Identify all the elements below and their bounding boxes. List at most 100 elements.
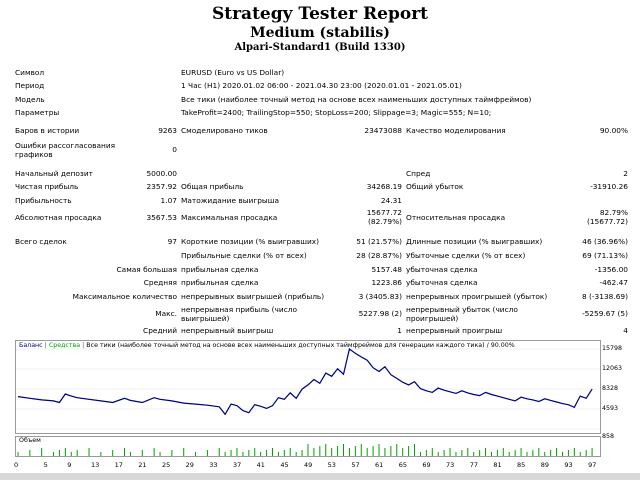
volume-bar <box>325 444 327 456</box>
volume-bar <box>372 446 374 456</box>
gross-profit-label: Общая прибыль <box>181 182 244 191</box>
volume-bar <box>260 452 262 456</box>
volume-bar <box>419 452 421 456</box>
loss-trades-label: Убыточные сделки (% от всех) <box>406 251 526 260</box>
volume-bar <box>366 448 368 456</box>
y-tick-label: 12063 <box>602 365 623 372</box>
volume-bar <box>295 452 297 456</box>
loss-trades-value: 69 (71.13%) <box>582 251 628 260</box>
volume-bar <box>41 448 43 456</box>
volume-bar <box>443 450 445 456</box>
volume-bar <box>514 450 516 456</box>
volume-bar <box>248 450 250 456</box>
x-tick-label: 61 <box>375 461 384 469</box>
x-tick-label: 81 <box>493 461 502 469</box>
x-tick-label: 17 <box>114 461 123 469</box>
volume-bar <box>348 448 350 456</box>
period-label: Период <box>15 81 45 90</box>
y-tick-label: 15798 <box>602 345 623 352</box>
deposit-value: 5000.00 <box>146 169 177 178</box>
legend-separator: | <box>44 342 47 349</box>
x-tick-label: 25 <box>161 461 171 469</box>
volume-bar <box>230 450 232 456</box>
volume-bar <box>479 450 481 456</box>
volume-bar <box>58 450 60 456</box>
model-label: Модель <box>15 95 45 104</box>
volume-bar <box>183 448 185 456</box>
x-tick-label: 69 <box>422 461 431 469</box>
y-tick-label: 858 <box>602 433 615 440</box>
volume-bar <box>70 452 72 456</box>
abs-drawdown-label: Абсолютная просадка <box>15 213 102 222</box>
volume-bar <box>402 448 404 456</box>
volume-bar <box>195 452 197 456</box>
volume-bar <box>242 452 244 456</box>
x-tick-label: 53 <box>327 461 336 469</box>
volume-bar <box>331 448 333 456</box>
volume-bar <box>508 452 510 456</box>
volume-bar <box>277 452 279 456</box>
max-count-label: Максимальное количество <box>72 292 177 301</box>
abs-drawdown-value: 3567.53 <box>146 213 177 222</box>
volume-bar <box>431 448 433 456</box>
bars-label: Баров в истории <box>15 126 80 135</box>
volume-bar <box>171 450 173 456</box>
volume-bar <box>408 446 410 456</box>
average-profit-label: прибыльная сделка <box>181 278 259 287</box>
volume-bar <box>206 450 208 456</box>
profit-factor-label: Прибыльность <box>15 196 72 205</box>
y-tick-label: 4593 <box>602 405 619 412</box>
legend-equity: Средства <box>48 342 81 349</box>
long-positions-value: 46 (36.96%) <box>582 237 628 246</box>
volume-bar <box>538 448 540 456</box>
equity-line <box>17 348 593 416</box>
report-subtitle: Medium (stabilis) <box>250 25 390 41</box>
volume-bar <box>378 444 380 456</box>
short-positions-value: 51 (21.57%) <box>356 237 402 246</box>
x-tick-label: 5 <box>43 461 48 469</box>
largest-label: Самая большая <box>116 265 178 274</box>
total-trades-value: 97 <box>167 237 177 246</box>
volume-bar <box>591 448 593 456</box>
net-profit-value: 2357.92 <box>146 182 177 191</box>
max-label: Макс. <box>155 309 177 318</box>
volume-bar <box>313 448 315 456</box>
volume-bar <box>343 444 345 456</box>
max-drawdown-label: Максимальная просадка <box>181 213 278 222</box>
legend-separator: | <box>82 342 85 349</box>
volume-bar <box>153 448 155 456</box>
avg-consec-label: Средний <box>143 326 177 335</box>
volume-bar <box>307 444 309 456</box>
max-consec-loss-label: непрерывный убыток (число проигрышей) <box>406 305 518 323</box>
balance-chart-plot <box>16 347 600 430</box>
x-tick-label: 45 <box>280 461 289 469</box>
x-tick-label: 21 <box>138 461 147 469</box>
volume-bar <box>544 452 546 456</box>
volume-bar <box>567 450 569 456</box>
volume-bar <box>354 446 356 456</box>
volume-bar <box>319 446 321 456</box>
volume-bar <box>532 450 534 456</box>
bars-value: 9263 <box>158 126 177 135</box>
x-tick-label: 89 <box>540 461 550 469</box>
x-tick-label: 93 <box>564 461 573 469</box>
legend-quality: 90.00% <box>490 342 515 349</box>
rel-drawdown-money: (15677.72) <box>586 217 628 226</box>
average-loss-value: -462.47 <box>599 278 628 287</box>
x-tick-label: 85 <box>517 461 526 469</box>
x-tick-label: 9 <box>67 461 72 469</box>
max-consec-loss-value: -5259.67 (5) <box>581 309 628 318</box>
x-tick-label: 77 <box>469 461 478 469</box>
volume-bar <box>289 448 291 456</box>
symbol-value: EURUSD (Euro vs US Dollar) <box>181 68 285 77</box>
avg-consec-losses-value: 4 <box>623 326 628 335</box>
largest-loss-value: -1356.00 <box>594 265 628 274</box>
volume-bar <box>64 448 66 456</box>
profit-trades-value: 28 (28.87%) <box>356 251 402 260</box>
volume-label: Объем <box>19 437 41 444</box>
bottom-scroll-strip <box>0 473 640 480</box>
x-tick-label: 97 <box>588 461 597 469</box>
max-drawdown-value: 15677.72 <box>366 208 402 217</box>
max-consec-wins-label: непрерывных выигрышей (прибыль) <box>181 292 325 301</box>
model-value: Все тики (наиболее точный метод на основ… <box>181 95 532 104</box>
